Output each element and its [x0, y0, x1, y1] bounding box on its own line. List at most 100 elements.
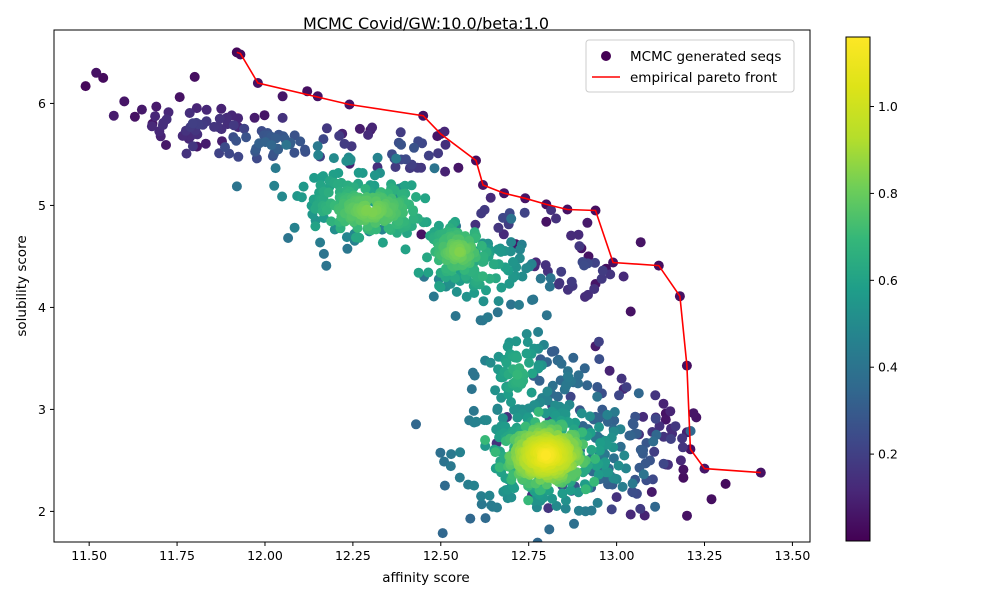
scatter-point: [435, 282, 446, 293]
scatter-point: [504, 278, 515, 289]
scatter-point: [119, 96, 130, 107]
scatter-point: [360, 183, 371, 194]
scatter-point: [187, 141, 198, 152]
scatter-point: [485, 192, 496, 203]
scatter-point: [409, 142, 419, 153]
scatter-point: [161, 140, 171, 150]
scatter-point: [214, 113, 225, 124]
y-axis-label: solubility score: [14, 235, 30, 336]
scatter-point: [422, 252, 432, 263]
legend: MCMC generated seqs empirical pareto fro…: [585, 39, 795, 93]
scatter-point: [521, 348, 532, 359]
scatter-point: [543, 503, 554, 514]
scatter-point: [633, 388, 644, 399]
colorbar-ticks: 0.2 0.4 0.6 0.8 1.0: [870, 99, 898, 462]
scatter-point: [514, 299, 524, 310]
scatter-point: [482, 312, 493, 323]
scatter-point: [408, 214, 419, 224]
scatter-point: [488, 259, 499, 270]
scatter-point: [594, 422, 604, 433]
scatter-point: [161, 114, 172, 125]
scatter-point: [509, 404, 520, 415]
scatter-point: [579, 363, 590, 374]
scatter-point: [650, 413, 661, 424]
scatter-point: [395, 127, 406, 138]
scatter-point: [519, 207, 530, 218]
scatter-point: [454, 472, 465, 483]
x-tick-label: 12.25: [335, 548, 371, 563]
scatter-point: [541, 216, 552, 227]
scatter-point: [481, 415, 492, 426]
scatter-point: [660, 414, 671, 425]
scatter-point: [342, 243, 353, 254]
scatter-point: [341, 156, 352, 166]
scatter-point: [228, 120, 239, 131]
scatter-point: [628, 419, 639, 430]
scatter-point: [554, 278, 565, 288]
scatter-point: [621, 382, 632, 393]
pareto-front-polyline: [236, 51, 761, 474]
scatter-point: [523, 495, 534, 506]
scatter-point: [289, 147, 300, 158]
scatter-point: [318, 134, 329, 145]
scatter-point: [506, 237, 517, 248]
colorbar-tick-label: 0.6: [878, 273, 898, 288]
scatter-point: [390, 162, 401, 172]
colorbar-frame: [845, 36, 871, 542]
scatter-point: [492, 502, 502, 513]
scatter-point: [413, 267, 424, 278]
x-tick-label: 11.75: [159, 548, 195, 563]
scatter-point: [339, 138, 350, 149]
scatter-point: [682, 510, 692, 521]
scatter-point: [573, 229, 584, 240]
scatter-point: [688, 408, 699, 419]
scatter-point: [283, 233, 294, 243]
scatter-point: [534, 375, 545, 386]
y-tick-label: 5: [38, 198, 46, 213]
scatter-point: [560, 503, 571, 514]
x-tick-label: 12.00: [247, 548, 283, 563]
scatter-point: [341, 232, 352, 243]
scatter-point: [480, 435, 491, 445]
scatter-point: [568, 352, 579, 363]
scatter-point: [638, 411, 649, 422]
scatter-point: [481, 285, 491, 296]
scatter-point: [289, 222, 300, 233]
scatter-point: [501, 358, 512, 368]
scatter-point: [592, 497, 603, 508]
y-tick-label: 4: [38, 300, 46, 315]
scatter-point: [582, 380, 593, 391]
chart-title: MCMC Covid/GW:10.0/beta:1.0: [303, 14, 549, 33]
scatter-point: [428, 291, 439, 302]
scatter-point: [549, 346, 560, 356]
scatter-point: [589, 284, 600, 294]
scatter-point: [200, 138, 211, 149]
scatter-point: [469, 480, 480, 491]
scatter-point: [241, 132, 252, 143]
scatter-point: [451, 286, 462, 297]
scatter-point: [476, 208, 487, 219]
scatter-point: [323, 187, 334, 198]
scatter-point: [334, 130, 345, 141]
scatter-point: [377, 237, 388, 248]
scatter-point: [556, 358, 567, 369]
scatter-point: [544, 281, 555, 292]
scatter-point: [440, 139, 451, 150]
scatter-point: [433, 148, 444, 159]
scatter-point: [220, 142, 230, 153]
scatter-point: [239, 123, 250, 134]
scatter-point: [614, 390, 624, 401]
scatter-point: [485, 357, 496, 368]
scatter-point: [313, 150, 324, 160]
scatter-point: [151, 101, 162, 112]
scatter-point: [400, 180, 410, 191]
scatter-point: [604, 365, 615, 376]
scatter-point: [512, 412, 523, 423]
scatter-point: [524, 357, 534, 368]
scatter-point: [590, 257, 600, 268]
scatter-point: [511, 336, 522, 347]
scatter-point: [411, 192, 421, 202]
colorbar-gradient: [846, 37, 870, 541]
